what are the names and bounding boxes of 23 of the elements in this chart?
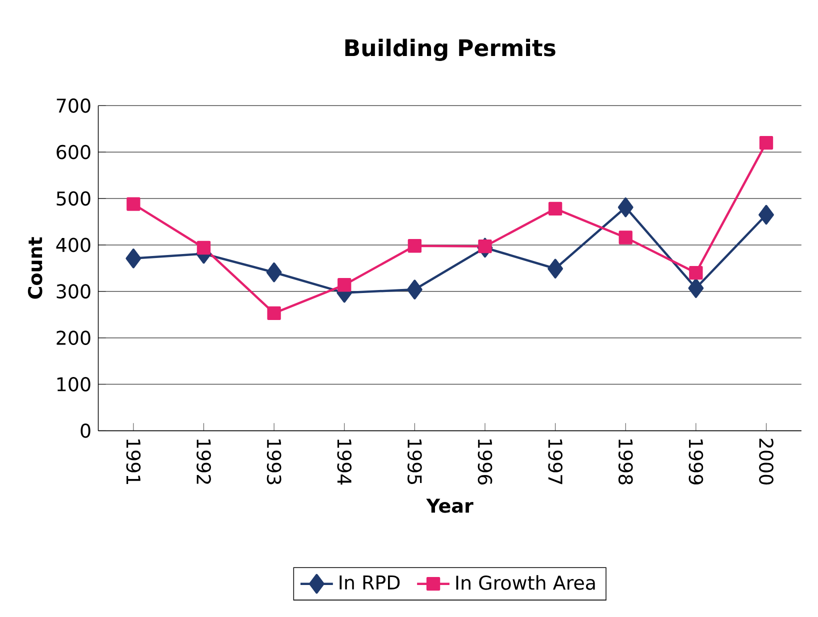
y-tick-label: 300 [56,284,90,299]
y-tick-label: 100 [57,377,90,392]
y-tick-label: 500 [56,191,90,206]
x-tick-label: 1996 [478,440,492,485]
x-tick-label: 1994 [337,440,352,485]
x-tick-label: 1992 [196,440,211,484]
x-tick-label: 1991 [126,440,141,484]
legend-label: In Growth Area [456,575,595,590]
legend-label: In RPD [340,576,400,590]
x-tick-label: 2000 [759,438,774,485]
x-axis-title: Year [426,498,474,514]
y-tick-label: 700 [56,98,90,113]
chart-title: Building Permits [345,38,556,62]
y-tick-label: 0 [80,424,90,438]
x-tick-label: 1993 [266,440,282,484]
x-tick-label: 1997 [548,440,563,484]
x-tick-label: 1999 [688,440,704,485]
y-tick-label: 200 [56,330,90,346]
y-tick-label: 600 [56,145,90,160]
y-tick-label: 400 [56,238,90,252]
x-tick-label: 1998 [618,440,633,485]
y-axis-title: Count [28,237,42,299]
x-tick-label: 1995 [408,440,422,484]
